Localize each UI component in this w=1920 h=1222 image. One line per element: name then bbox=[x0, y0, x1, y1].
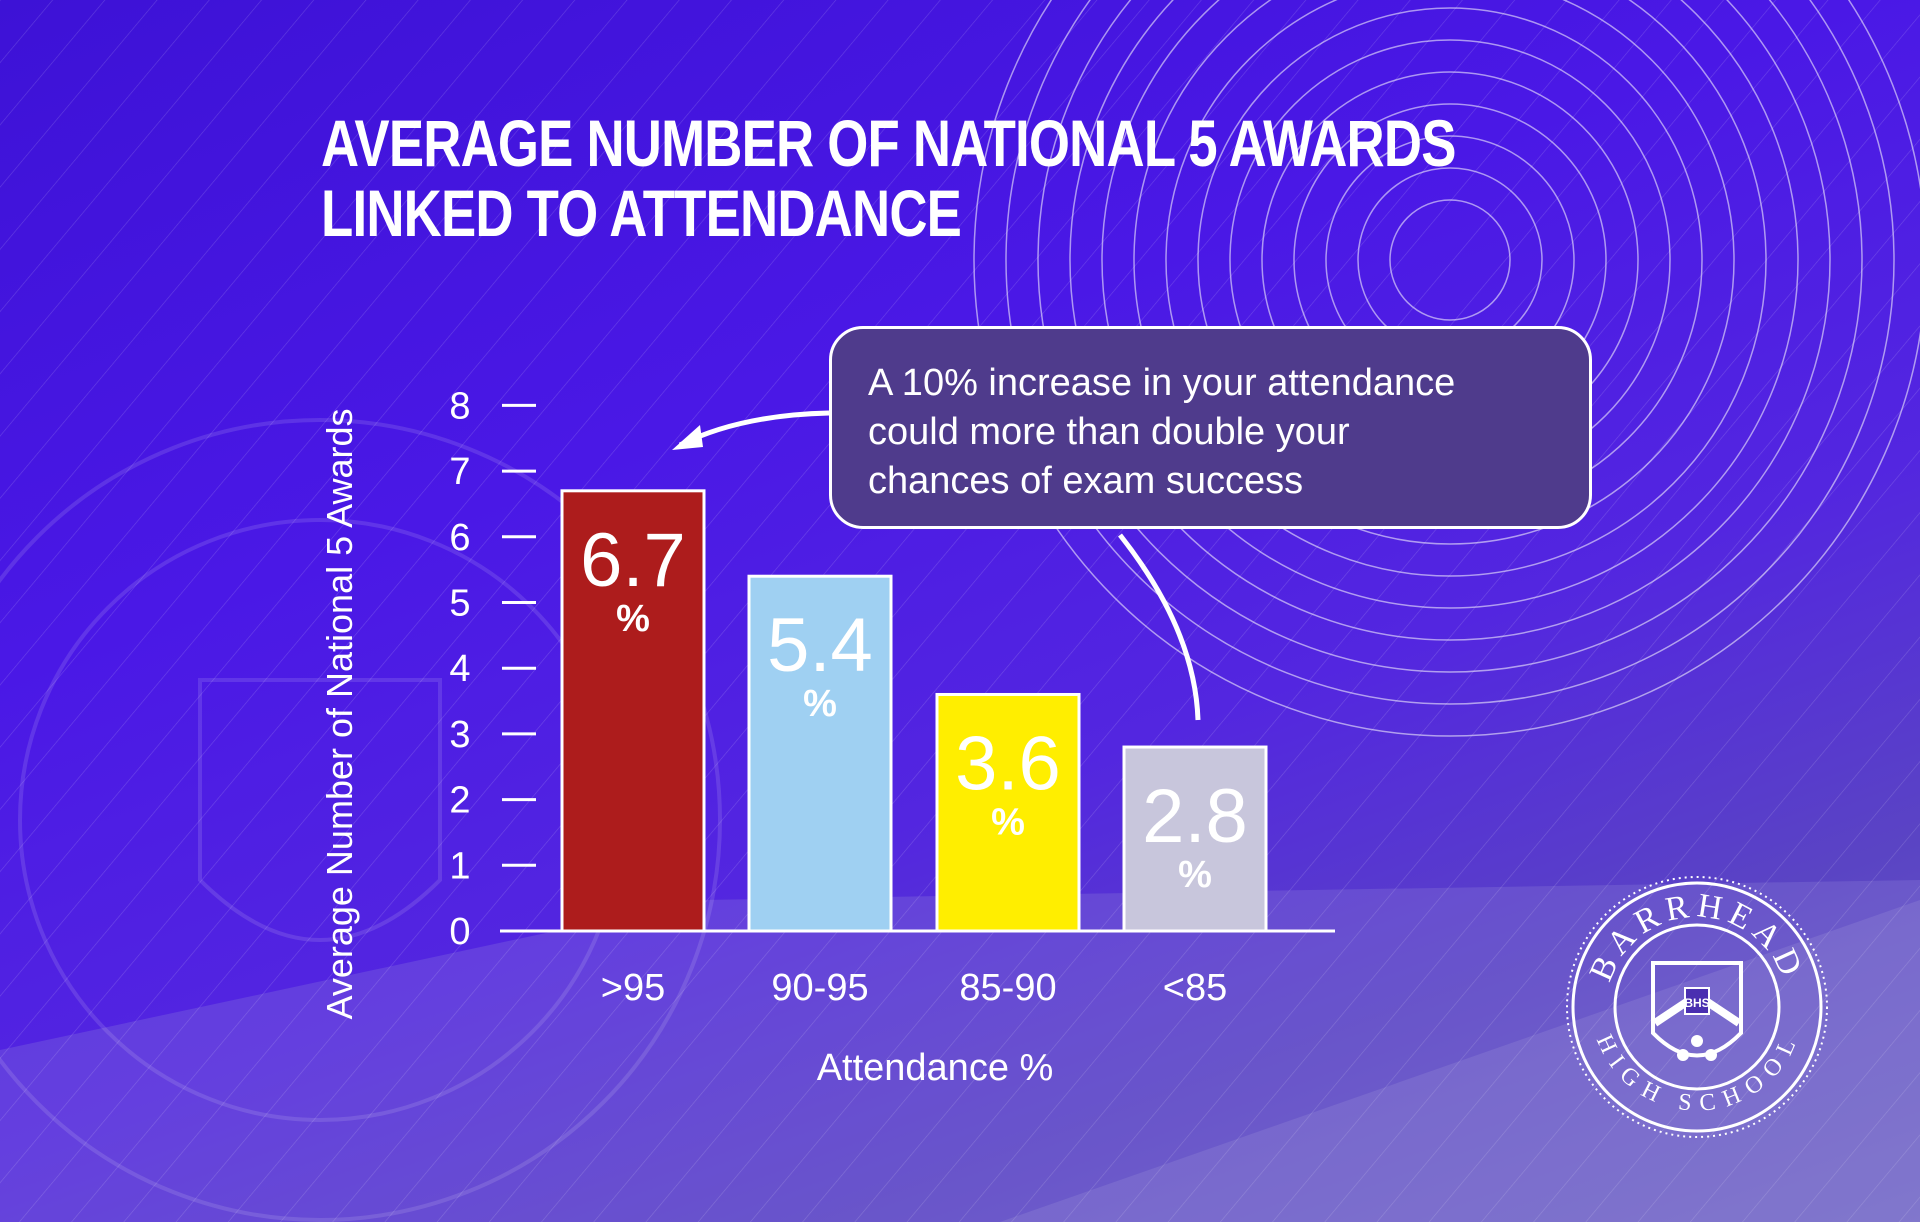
y-tick-label: 3 bbox=[449, 714, 470, 756]
arrowhead-icon bbox=[672, 425, 703, 450]
bar-value-label: 5.4 bbox=[767, 603, 873, 688]
y-tick-label: 6 bbox=[449, 517, 470, 559]
bar-value-label: 6.7 bbox=[580, 518, 686, 603]
bar-value-suffix: % bbox=[803, 683, 837, 725]
x-tick-label: 85-90 bbox=[959, 967, 1056, 1009]
bar bbox=[935, 692, 1081, 933]
title-line-2: LINKED TO ATTENDANCE bbox=[321, 176, 962, 250]
y-tick-label: 8 bbox=[449, 385, 470, 427]
y-tick-label: 0 bbox=[449, 911, 470, 953]
y-tick-label: 7 bbox=[449, 451, 470, 493]
crest-shield-icon bbox=[1651, 961, 1743, 1058]
x-tick-label: <85 bbox=[1163, 967, 1227, 1009]
y-tick-label: 2 bbox=[449, 780, 470, 822]
callout-box: A 10% increase in your attendance could … bbox=[829, 326, 1592, 529]
callout-line: A 10% increase in your attendance bbox=[868, 362, 1456, 404]
x-tick-label: 90-95 bbox=[771, 967, 868, 1009]
bar bbox=[560, 489, 706, 933]
bar bbox=[1122, 745, 1268, 933]
bar-value-suffix: % bbox=[991, 801, 1025, 843]
y-axis-label: Average Number of National 5 Awards bbox=[319, 408, 360, 1019]
svg-text:BARRHEAD: BARRHEAD bbox=[1583, 887, 1812, 986]
y-tick-label: 5 bbox=[449, 583, 470, 625]
bar bbox=[747, 574, 893, 933]
bar-value-label: 2.8 bbox=[1142, 774, 1248, 859]
bar-value-suffix: % bbox=[1178, 854, 1212, 896]
title-line-1: AVERAGE NUMBER OF NATIONAL 5 AWARDS bbox=[321, 106, 1456, 180]
school-logo: BARRHEAD HIGH SCHOOL BHS bbox=[1566, 876, 1828, 1138]
callout-line: could more than double your bbox=[868, 411, 1350, 453]
logo-monogram: BHS bbox=[1684, 996, 1709, 1010]
x-axis-label: Attendance % bbox=[817, 1047, 1054, 1089]
arrow-to-first-bar bbox=[678, 410, 830, 448]
logo-top-text: BARRHEAD bbox=[1583, 887, 1806, 986]
y-tick-label: 4 bbox=[449, 648, 470, 690]
pointer-to-last-bar bbox=[1118, 533, 1201, 721]
callout-line: chances of exam success bbox=[868, 460, 1304, 502]
chart-title: AVERAGE NUMBER OF NATIONAL 5 AWARDS LINK… bbox=[321, 108, 1456, 248]
y-tick-label: 1 bbox=[449, 845, 470, 887]
x-tick-label: >95 bbox=[601, 967, 665, 1009]
bar-value-suffix: % bbox=[616, 598, 650, 640]
bar-value-label: 3.6 bbox=[955, 721, 1061, 806]
